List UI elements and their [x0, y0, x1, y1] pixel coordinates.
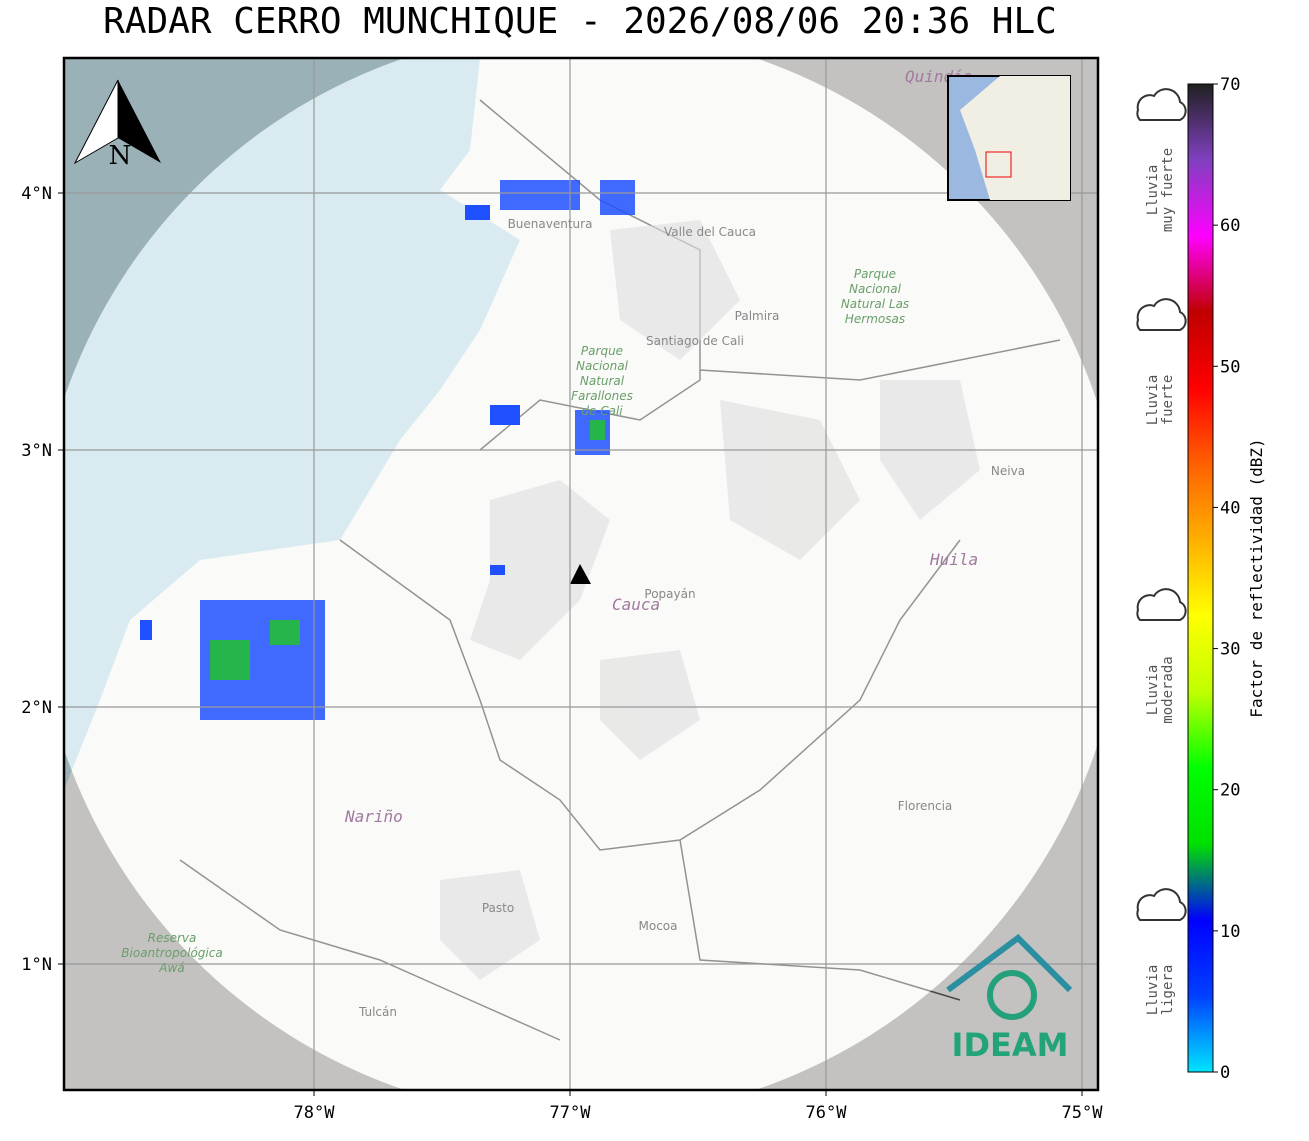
lat-tick-label: 4°N — [21, 184, 52, 204]
lat-tick-label: 3°N — [21, 441, 52, 461]
colorbar — [1187, 83, 1214, 1073]
place-label: Pasto — [482, 901, 514, 915]
map-frame — [62, 56, 1100, 1092]
rain-level-label: ligera — [1160, 965, 1176, 1016]
place-label: Valle del Cauca — [664, 225, 756, 239]
place-label: Nariño — [344, 807, 403, 826]
colorbar-tick-label: 20 — [1220, 781, 1240, 801]
rain-level-label: muy fuerte — [1160, 148, 1176, 232]
logo: IDEAM — [946, 934, 1073, 1064]
rain-level-label: moderada — [1160, 656, 1176, 723]
place-label: Parque Nacional Natural Las Hermosas — [841, 267, 909, 326]
rain-level-label: Lluvia — [1145, 375, 1161, 426]
rain-level-label: Lluvia — [1145, 665, 1161, 716]
colorbar-tick-label: 70 — [1220, 75, 1240, 95]
place-label: Neiva — [991, 464, 1025, 478]
rain-level-label: Lluvia — [1145, 965, 1161, 1016]
weather-icon — [1136, 88, 1187, 121]
colorbar-tick-label: 0 — [1220, 1063, 1230, 1083]
place-label: Parque Nacional Natural Farallones de Cali — [571, 344, 633, 418]
inset-map — [947, 75, 1071, 201]
colorbar-label: Factor de reflectividad (dBZ) — [1247, 438, 1266, 717]
lat-tick-label: 2°N — [21, 698, 52, 718]
weather-icon — [1136, 588, 1187, 621]
rain-level-label: Lluvia — [1145, 165, 1161, 216]
place-label: Mocoa — [639, 919, 678, 933]
north-arrow: N — [73, 79, 161, 171]
colorbar-tick-label: 60 — [1220, 216, 1240, 236]
place-label: Florencia — [898, 799, 953, 813]
colorbar-tick-label: 40 — [1220, 498, 1240, 518]
north-label: N — [109, 141, 132, 171]
lon-tick-label: 78°W — [294, 1103, 336, 1123]
radar-site — [570, 564, 591, 584]
colorbar-tick-label: 50 — [1220, 357, 1240, 377]
place-label: Palmira — [735, 309, 780, 323]
colorbar-tick-label: 10 — [1220, 922, 1240, 942]
place-label: Santiago de Cali — [646, 334, 744, 348]
place-label: Huila — [929, 550, 978, 569]
weather-icon — [1136, 298, 1187, 331]
lon-tick-label: 77°W — [550, 1103, 592, 1123]
place-label: Reserva Bioantropológica Awá — [121, 931, 222, 975]
place-label: Popayán — [644, 587, 695, 601]
colorbar-tick-label: 30 — [1220, 640, 1240, 660]
weather-icon — [1136, 888, 1187, 921]
lat-tick-label: 1°N — [21, 955, 52, 975]
title: RADAR CERRO MUNCHIQUE - 2026/08/06 20:36… — [103, 1, 1057, 42]
logo-text: IDEAM — [952, 1026, 1069, 1064]
rain-level-label: fuerte — [1160, 375, 1176, 426]
lon-tick-label: 75°W — [1062, 1103, 1104, 1123]
lon-tick-label: 76°W — [806, 1103, 848, 1123]
place-label: Buenaventura — [508, 217, 593, 231]
place-label: Cauca — [612, 595, 660, 614]
place-label: Tulcán — [358, 1005, 397, 1019]
